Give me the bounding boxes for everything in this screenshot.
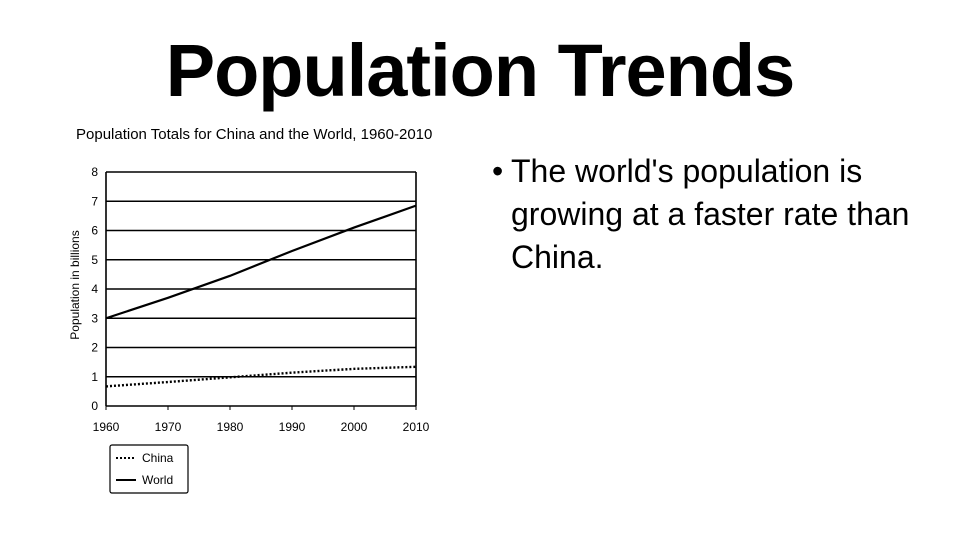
chart-grid bbox=[105, 171, 417, 407]
y-tick-label-2: 2 bbox=[91, 341, 98, 355]
y-tick-label-4: 4 bbox=[91, 282, 98, 296]
x-tick-label-2000: 2000 bbox=[341, 420, 368, 434]
y-tick-labels: 0 1 2 3 4 5 6 7 8 bbox=[91, 165, 98, 413]
x-tick-label-2010: 2010 bbox=[403, 420, 430, 434]
y-tick-label-0: 0 bbox=[91, 399, 98, 413]
chart-legend: China World bbox=[109, 444, 189, 494]
bullet-point: • The world's population is growing at a… bbox=[492, 150, 932, 279]
chart-series bbox=[105, 204, 417, 388]
line-chart: 0 1 2 3 4 5 6 7 8 1960 1970 1980 1990 2000 2010 Popul… bbox=[68, 165, 430, 494]
y-tick-label-6: 6 bbox=[91, 224, 98, 238]
x-tick-labels: 1960 1970 1980 1990 2000 2010 bbox=[93, 406, 430, 434]
slide-title: Population Trends bbox=[165, 29, 795, 112]
y-tick-label-8: 8 bbox=[91, 165, 98, 179]
y-axis-label: Population in billions bbox=[68, 230, 82, 339]
bullet-text: The world's population is growing at a f… bbox=[511, 153, 910, 275]
y-tick-label-5: 5 bbox=[91, 253, 98, 267]
y-tick-label-1: 1 bbox=[91, 370, 98, 384]
legend-label-world: World bbox=[142, 473, 173, 487]
series-line-world bbox=[105, 204, 417, 320]
y-tick-label-7: 7 bbox=[91, 194, 98, 208]
x-tick-label-1960: 1960 bbox=[93, 420, 120, 434]
x-tick-label-1990: 1990 bbox=[279, 420, 306, 434]
chart-title: Population Totals for China and the Worl… bbox=[76, 126, 433, 143]
x-tick-label-1970: 1970 bbox=[155, 420, 182, 434]
bullet-dot: • bbox=[492, 153, 504, 189]
legend-label-china: China bbox=[142, 451, 174, 465]
y-tick-label-3: 3 bbox=[91, 311, 98, 325]
x-tick-label-1980: 1980 bbox=[217, 420, 244, 434]
legend-box bbox=[109, 444, 189, 494]
